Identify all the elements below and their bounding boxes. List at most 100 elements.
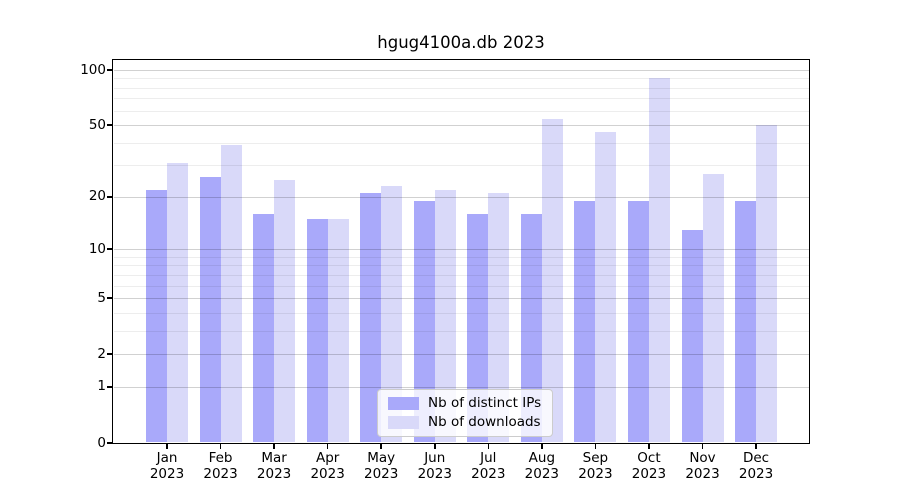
bar-nb-of-downloads <box>541 119 563 443</box>
x-tick-month: May <box>367 450 396 466</box>
x-tick-label: Jan 2023 <box>135 450 199 482</box>
x-tick-year: 2023 <box>471 465 506 482</box>
gridline-major <box>114 386 809 388</box>
legend-item-downloads: Nb of downloads <box>388 414 541 430</box>
gridline-major <box>114 70 809 71</box>
x-tick-year: 2023 <box>524 465 560 482</box>
bar-nb-of-distinct-ips <box>146 189 167 443</box>
gridline-minor <box>114 274 809 276</box>
x-tick-month: Aug <box>528 450 556 466</box>
bar-nb-of-downloads <box>167 162 188 443</box>
x-tick-mark <box>648 444 650 449</box>
x-tick-month: Jan <box>156 450 178 466</box>
x-tick-label: Nov 2023 <box>671 450 735 482</box>
legend-swatch-downloads <box>388 415 419 429</box>
x-tick-label: Oct 2023 <box>617 450 681 482</box>
y-tick-mark <box>107 353 112 355</box>
bar-nb-of-distinct-ips <box>253 214 275 443</box>
x-tick-year: 2023 <box>631 465 667 482</box>
x-tick-month: Feb <box>208 450 233 466</box>
x-tick-mark <box>380 444 382 449</box>
bar-nb-of-downloads <box>327 218 349 443</box>
legend-item-distinct-ips: Nb of distinct IPs <box>388 395 541 411</box>
gridline-minor <box>114 98 809 100</box>
x-tick-label: Dec 2023 <box>724 450 788 482</box>
x-tick-year: 2023 <box>417 465 452 482</box>
x-tick-month: Nov <box>689 450 716 466</box>
x-tick-mark <box>701 444 704 449</box>
x-tick-year: 2023 <box>203 465 238 482</box>
x-tick-month: Dec <box>742 450 770 466</box>
legend-label-downloads: Nb of downloads <box>428 414 541 430</box>
gridline-minor <box>114 142 809 144</box>
y-tick-label: 100 <box>80 61 106 78</box>
bar-nb-of-distinct-ips <box>467 214 489 443</box>
y-tick-label: 0 <box>97 434 106 451</box>
bar-nb-of-distinct-ips <box>627 200 649 443</box>
x-tick-label: May 2023 <box>349 450 413 482</box>
gridline-minor <box>114 285 809 287</box>
x-tick-year: 2023 <box>364 465 399 482</box>
bar-nb-of-downloads <box>488 193 510 443</box>
chart-title: hgug4100a.db 2023 <box>377 33 545 52</box>
bar-nb-of-distinct-ips <box>681 229 703 443</box>
bar-nb-of-distinct-ips <box>413 200 435 443</box>
x-tick-mark <box>594 444 597 449</box>
gridline-minor <box>114 110 809 112</box>
x-tick-mark <box>487 444 490 449</box>
y-tick-mark <box>107 124 112 126</box>
x-tick-month: Oct <box>637 450 661 466</box>
gridline-minor <box>114 265 809 267</box>
x-tick-year: 2023 <box>149 465 185 482</box>
x-tick-month: Mar <box>261 450 287 466</box>
bar-nb-of-downloads <box>702 173 724 443</box>
x-tick-label: Sep 2023 <box>563 450 627 482</box>
gridline-minor <box>114 312 809 314</box>
legend: Nb of distinct IPs Nb of downloads <box>377 389 554 437</box>
x-tick-label: Mar 2023 <box>242 450 306 482</box>
bar-nb-of-distinct-ips <box>199 176 221 443</box>
legend-swatch-distinct-ips <box>388 396 419 410</box>
y-tick-mark <box>107 386 112 388</box>
bar-nb-of-distinct-ips <box>520 214 542 443</box>
y-tick-label: 5 <box>97 289 106 306</box>
gridline-major <box>114 354 809 356</box>
gridline-minor <box>114 87 809 89</box>
bar-nb-of-downloads <box>648 78 670 443</box>
x-tick-year: 2023 <box>310 465 345 482</box>
x-tick-mark <box>219 444 222 449</box>
x-tick-year: 2023 <box>738 465 774 482</box>
bar-nb-of-distinct-ips <box>306 218 328 443</box>
x-tick-month: Jun <box>424 450 446 466</box>
x-tick-mark <box>541 444 543 449</box>
y-tick-mark <box>107 442 112 444</box>
x-tick-label: Jul 2023 <box>456 450 520 482</box>
x-tick-mark <box>326 444 329 449</box>
bar-nb-of-downloads <box>220 144 242 443</box>
gridline-minor <box>114 78 809 80</box>
y-tick-mark <box>107 69 112 71</box>
gridline-major <box>114 196 809 198</box>
gridline-minor <box>114 256 809 258</box>
gridline-minor <box>114 165 809 167</box>
x-tick-label: Aug 2023 <box>510 450 574 482</box>
y-tick-label: 20 <box>88 188 106 205</box>
x-tick-label: Feb 2023 <box>189 450 253 482</box>
y-tick-mark <box>107 196 112 198</box>
y-tick-mark <box>107 248 112 250</box>
x-tick-month: Sep <box>582 450 609 466</box>
y-tick-label: 2 <box>97 345 106 362</box>
x-tick-label: Jun 2023 <box>403 450 467 482</box>
x-tick-mark <box>434 444 436 449</box>
x-tick-label: Apr 2023 <box>296 450 360 482</box>
gridline-major <box>114 298 809 300</box>
x-tick-month: Apr <box>315 450 340 466</box>
bar-nb-of-distinct-ips <box>574 200 596 443</box>
gridline-minor <box>114 330 809 332</box>
y-tick-label: 10 <box>88 240 106 257</box>
y-tick-mark <box>107 297 112 299</box>
gridline-major <box>114 249 809 251</box>
x-tick-month: Jul <box>480 450 497 466</box>
gridline-major <box>114 125 809 127</box>
